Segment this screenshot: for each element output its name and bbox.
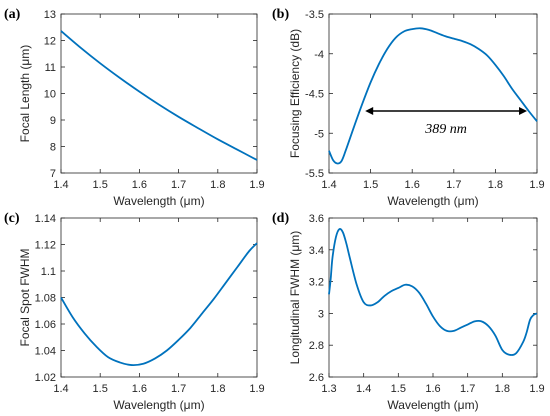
panel-label: (a) bbox=[4, 7, 21, 22]
y-tick-label: -5.5 bbox=[305, 168, 324, 180]
y-tick-label: 3.4 bbox=[309, 245, 324, 257]
arrow-head-right bbox=[519, 106, 528, 115]
x-tick-label: 1.8 bbox=[210, 383, 225, 395]
panel-label: (c) bbox=[4, 211, 20, 226]
y-axis-label: Longitudinal FWHM (μm) bbox=[288, 231, 302, 365]
y-tick-label: -4.5 bbox=[305, 89, 324, 101]
x-tick-label: 1.6 bbox=[405, 179, 420, 191]
subplot-grid: 1.4 1.5 1.6 1.7 1.8 1.9 7 8 9 10 11 12 13 Wavelength … bbox=[4, 7, 545, 412]
axes-frame bbox=[60, 217, 258, 378]
x-tick-label: 1.8 bbox=[488, 179, 503, 191]
axes-frame bbox=[328, 13, 538, 174]
x-tick-label: 1.9 bbox=[529, 179, 544, 191]
x-tick-label: 1.7 bbox=[446, 179, 461, 191]
y-tick-label: 7 bbox=[50, 168, 56, 180]
x-tick-label: 1.6 bbox=[425, 383, 440, 395]
y-tick-label: 2.8 bbox=[309, 340, 324, 352]
panel-c: 1.4 1.5 1.6 1.7 1.8 1.9 1.02 1.04 1.06 1.08 1.1 1.1… bbox=[4, 211, 265, 412]
series-line bbox=[60, 30, 258, 161]
y-tick-label: 3.2 bbox=[309, 277, 324, 289]
x-tick-label: 1.4 bbox=[356, 383, 371, 395]
y-tick-label: 10 bbox=[44, 89, 56, 101]
x-tick-label: 1.3 bbox=[321, 383, 336, 395]
y-tick-label: 12 bbox=[44, 36, 56, 48]
x-tick-label: 1.9 bbox=[529, 383, 544, 395]
y-tick-label: 13 bbox=[44, 9, 56, 21]
y-tick-label: -3.5 bbox=[305, 9, 324, 21]
y-tick-label: 9 bbox=[50, 115, 56, 127]
series-line bbox=[60, 242, 258, 367]
x-tick-label: 1.7 bbox=[460, 383, 475, 395]
y-tick-label: -5 bbox=[314, 128, 324, 140]
x-axis-label: Wavelength (μm) bbox=[113, 194, 204, 208]
x-tick-label: 1.4 bbox=[321, 179, 336, 191]
y-axis-label: Focusing Efficiency (dB) bbox=[288, 29, 302, 158]
y-tick-label: 1.02 bbox=[35, 372, 56, 384]
bandwidth-label: 389 nm bbox=[424, 122, 467, 137]
x-tick-label: 1.5 bbox=[391, 383, 406, 395]
panel-b: 1.4 1.5 1.6 1.7 1.8 1.9 -5.5 -5 -4.5 -4 -3.5 Wavele… bbox=[272, 7, 545, 208]
y-tick-label: 3 bbox=[318, 308, 324, 320]
x-tick-label: 1.5 bbox=[93, 383, 108, 395]
y-tick-label: 8 bbox=[50, 142, 56, 154]
y-tick-label: 1.1 bbox=[41, 266, 56, 278]
x-tick-label: 1.6 bbox=[132, 179, 147, 191]
arrow-head-left bbox=[365, 106, 374, 115]
x-tick-label: 1.6 bbox=[132, 383, 147, 395]
y-tick-label: 3.6 bbox=[309, 213, 324, 225]
series-line bbox=[328, 27, 538, 165]
x-axis-label: Wavelength (μm) bbox=[387, 194, 478, 208]
x-tick-label: 1.4 bbox=[53, 179, 68, 191]
panel-d: 1.3 1.4 1.5 1.6 1.7 1.8 1.9 2.6 2.8 3 3.2 3.4 3.6 Wav… bbox=[272, 211, 545, 412]
y-tick-label: -4 bbox=[314, 49, 324, 61]
y-axis-label: Focal Spot FWHM bbox=[18, 248, 32, 346]
x-tick-label: 1.4 bbox=[53, 383, 68, 395]
x-tick-label: 1.9 bbox=[249, 179, 264, 191]
x-tick-label: 1.7 bbox=[171, 179, 186, 191]
series-line bbox=[328, 228, 538, 356]
y-tick-label: 11 bbox=[45, 62, 56, 74]
panel-label: (d) bbox=[272, 211, 289, 226]
x-tick-label: 1.5 bbox=[93, 179, 108, 191]
axes-frame bbox=[60, 13, 258, 174]
x-tick-label: 1.7 bbox=[171, 383, 186, 395]
x-tick-label: 1.8 bbox=[210, 179, 225, 191]
x-tick-label: 1.9 bbox=[249, 383, 264, 395]
y-axis-label: Focal Length (μm) bbox=[18, 45, 32, 143]
x-axis-label: Wavelength (μm) bbox=[387, 398, 478, 412]
x-axis-label: Wavelength (μm) bbox=[113, 398, 204, 412]
bandwidth-annotation: 389 nm bbox=[365, 106, 528, 137]
y-tick-label: 1.12 bbox=[35, 240, 56, 252]
y-tick-label: 2.6 bbox=[309, 372, 324, 384]
y-tick-label: 1.08 bbox=[35, 293, 56, 305]
panel-a: 1.4 1.5 1.6 1.7 1.8 1.9 7 8 9 10 11 12 13 Wavelength … bbox=[4, 7, 265, 208]
x-tick-label: 1.5 bbox=[363, 179, 378, 191]
y-tick-label: 1.06 bbox=[35, 319, 56, 331]
panel-label: (b) bbox=[272, 7, 289, 22]
y-tick-label: 1.14 bbox=[35, 213, 56, 225]
x-tick-label: 1.8 bbox=[495, 383, 510, 395]
y-tick-label: 1.04 bbox=[35, 346, 56, 358]
